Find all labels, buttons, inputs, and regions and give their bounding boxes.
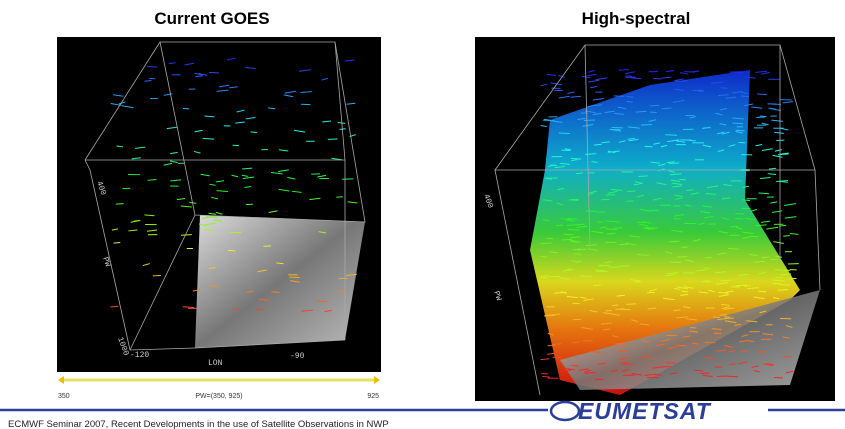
wind-vector (782, 270, 790, 271)
wind-vector (568, 230, 580, 231)
wind-vector (263, 246, 271, 247)
wind-vector (638, 176, 647, 177)
wind-vector (777, 290, 788, 291)
legend-label: 350 (58, 393, 70, 400)
wind-vector (717, 376, 727, 377)
legend-label: 925 (367, 393, 379, 400)
wind-vector (598, 265, 609, 266)
wind-vector (701, 282, 710, 283)
wind-vector (145, 81, 152, 82)
wind-vector (731, 226, 739, 227)
wind-vector (567, 225, 573, 226)
wind-vector (541, 276, 550, 277)
wind-vector (775, 269, 782, 270)
wind-vector (645, 146, 653, 147)
wind-vector (181, 235, 192, 236)
wind-vector (619, 70, 629, 71)
wind-vector (591, 162, 597, 163)
wind-vector (256, 309, 264, 310)
wind-vector (724, 317, 730, 318)
wind-vector (758, 291, 766, 292)
wind-vector (230, 232, 241, 233)
wind-vector (595, 270, 604, 271)
wind-vector (736, 130, 745, 131)
wind-vector (650, 105, 659, 106)
wind-vector (605, 221, 616, 222)
wind-vector (641, 125, 652, 126)
wind-vector (169, 63, 176, 64)
axis-label: -90 (290, 352, 305, 361)
wind-vector (669, 241, 680, 242)
wind-vector (114, 242, 121, 243)
wind-vector (606, 195, 616, 196)
wind-vector (627, 97, 634, 98)
wind-vector (593, 285, 601, 286)
wind-vector (183, 307, 194, 308)
wind-vector (563, 234, 573, 235)
wind-vector (662, 108, 672, 109)
wind-vector (336, 197, 343, 198)
wind-vector (646, 228, 655, 229)
wind-vector (543, 120, 554, 121)
wind-vector (712, 329, 722, 330)
wind-vector (665, 135, 677, 136)
wind-vector (584, 120, 595, 121)
left-title: Current GOES (154, 9, 269, 28)
wind-vector (228, 250, 235, 251)
page: {"slide":{"titles":["Current GOES","High… (0, 0, 845, 429)
left-image: 400 PW 1000 -120 LON -90 350 PW=(350, 92… (57, 37, 381, 404)
wind-vector (762, 257, 769, 258)
wind-vector (701, 373, 710, 374)
wind-vector (601, 199, 609, 200)
wind-vector (619, 244, 629, 245)
right-title: High-spectral (582, 9, 691, 28)
wind-vector (569, 200, 578, 201)
wind-vector (660, 366, 671, 367)
wind-vector (720, 315, 727, 316)
legend-caption: PW=(350, 925) (195, 393, 242, 400)
wind-vector (650, 112, 657, 113)
wind-vector (541, 373, 548, 374)
wind-vector (209, 72, 219, 73)
wind-vector (116, 204, 124, 205)
logo-mark (551, 402, 579, 420)
wind-vector (779, 285, 790, 286)
wind-vector (634, 282, 641, 283)
right-image: 400 PW (475, 37, 835, 401)
wind-vector (614, 96, 625, 97)
wind-vector (628, 139, 635, 140)
axis-label: LON (208, 359, 223, 368)
logo: EUMETSAT (578, 398, 712, 424)
wind-vector (783, 356, 792, 357)
wind-vector (756, 225, 767, 226)
axis-label: -120 (130, 351, 149, 360)
wind-vector (316, 301, 326, 302)
wind-vector (571, 158, 581, 159)
wind-vector (626, 101, 632, 102)
footer-text: ECMWF Seminar 2007, Recent Developments … (8, 419, 389, 429)
wind-vector (721, 280, 732, 281)
wind-vector (721, 88, 728, 89)
wind-vector (705, 257, 712, 258)
wind-vector (741, 96, 749, 97)
map-patch (195, 215, 365, 348)
slide: Current GOES High-spectral 400 PW 1000 -… (0, 0, 845, 429)
